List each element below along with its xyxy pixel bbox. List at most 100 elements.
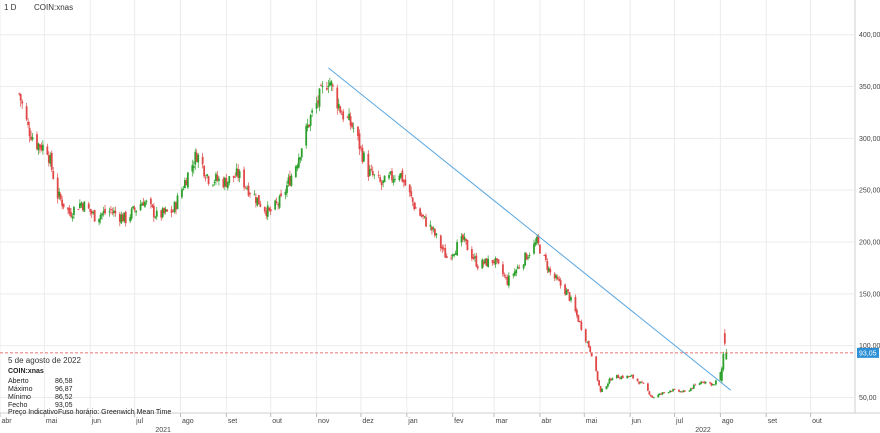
candle-body <box>357 126 359 137</box>
candle-body <box>212 184 214 186</box>
candle-body <box>379 177 382 182</box>
candle-body <box>39 144 41 148</box>
candle-body <box>243 169 245 188</box>
candle-body <box>512 274 515 276</box>
candle-body <box>336 87 339 109</box>
candle-body <box>451 254 454 257</box>
candle-body <box>228 176 231 183</box>
candle-body <box>306 124 309 128</box>
candle-body <box>203 165 206 177</box>
year-label: 2022 <box>695 427 711 433</box>
candle-body <box>719 372 722 381</box>
candle-body <box>90 210 93 214</box>
year-label: 2021 <box>155 427 171 433</box>
candle-body <box>92 211 95 214</box>
candle-body <box>373 174 376 176</box>
candle-body <box>673 389 676 390</box>
candle-body <box>110 209 112 211</box>
candle-body <box>40 145 43 151</box>
last-price-badge <box>857 347 879 358</box>
candle-body <box>389 171 392 174</box>
candle-body <box>694 384 697 386</box>
candle-body <box>237 169 240 178</box>
candle-body <box>181 189 183 198</box>
high-value: 96,87 <box>55 386 73 393</box>
candle-body <box>611 378 614 381</box>
candle-body <box>578 321 581 322</box>
candle-body <box>576 309 578 316</box>
candle-body <box>439 235 442 249</box>
candle-body <box>453 254 456 256</box>
candle-body <box>195 152 198 162</box>
candle-body <box>473 256 476 259</box>
candle-body <box>610 378 612 381</box>
candle-body <box>77 209 80 211</box>
interval-label[interactable]: 1 D <box>4 3 17 12</box>
candle-body <box>539 244 541 254</box>
x-tick-label: dez <box>362 418 374 425</box>
candle-body <box>466 239 469 251</box>
x-tick-label: ago <box>182 418 194 425</box>
candle-body <box>626 375 629 379</box>
candle-body <box>206 174 208 177</box>
candle-body <box>89 208 92 212</box>
candle-body <box>621 375 624 378</box>
candle-body <box>518 267 521 269</box>
candle-body <box>710 382 713 386</box>
candle-body <box>139 204 142 211</box>
candle-body <box>71 216 74 219</box>
candle-body <box>141 203 143 206</box>
candle-body <box>647 383 649 391</box>
x-tick-label: abr <box>2 418 13 425</box>
candle-body <box>423 215 426 217</box>
candle-body <box>713 384 716 386</box>
candle-body <box>570 297 572 301</box>
candle-body <box>269 209 272 212</box>
candle-body <box>586 341 589 343</box>
candle-body <box>515 269 518 274</box>
candle-body <box>429 224 432 227</box>
candle-body <box>327 86 330 88</box>
candle-body <box>104 208 106 214</box>
candle-body <box>118 213 121 222</box>
candle-body <box>358 133 361 150</box>
candle-body <box>36 134 38 150</box>
candle-body <box>259 203 262 207</box>
candle-body <box>284 191 287 195</box>
candle-body <box>145 200 148 202</box>
y-tick-label: 100,00 <box>859 343 880 350</box>
candle-body <box>688 390 691 392</box>
candle-body <box>207 176 210 184</box>
candle-body <box>201 156 204 165</box>
candle-body <box>549 269 552 273</box>
high-label: Máximo <box>8 386 33 393</box>
candle-body <box>185 180 188 186</box>
candle-body <box>444 248 447 258</box>
candle-body <box>102 211 105 214</box>
candle-body <box>257 195 260 205</box>
candle-body <box>487 258 490 268</box>
candle-body <box>528 254 531 256</box>
candle-body <box>607 383 609 387</box>
candle-body <box>274 200 277 210</box>
candle-body <box>720 368 723 381</box>
y-tick-label: 300,00 <box>859 136 880 143</box>
y-tick-label: 150,00 <box>859 291 880 298</box>
open-value: 86,58 <box>55 378 73 385</box>
symbol-label[interactable]: COIN:xnas <box>34 3 74 12</box>
candle-body <box>318 88 321 107</box>
last-price-label: 93,05 <box>859 350 877 357</box>
candle-body <box>244 186 247 188</box>
candle-body <box>99 214 102 220</box>
candle-body <box>129 217 132 222</box>
candle-body <box>598 380 600 386</box>
candle-body <box>47 155 50 163</box>
candle-body <box>652 397 655 399</box>
candle-body <box>543 254 546 256</box>
candle-body <box>392 179 395 183</box>
candle-body <box>605 386 608 390</box>
candle-body <box>629 375 632 377</box>
candle-body <box>234 176 237 178</box>
candle-body <box>108 211 111 213</box>
